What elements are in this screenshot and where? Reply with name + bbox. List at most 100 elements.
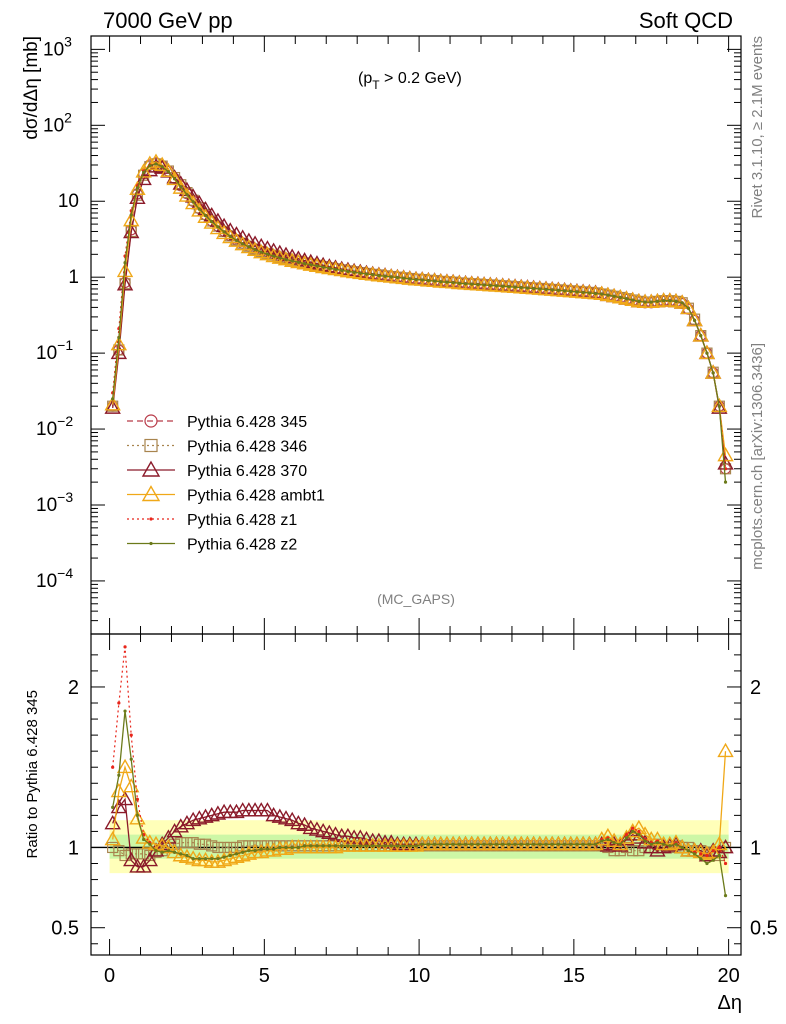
main-line-pythia-6-428-z2 xyxy=(112,163,727,483)
main-point-pythia-6-428-z2 xyxy=(197,207,201,211)
ratio-point-pythia-6-428-370 xyxy=(259,802,276,817)
main-point-pythia-6-428-z2 xyxy=(575,290,579,294)
ratio-point-pythia-6-428-z2 xyxy=(259,847,263,851)
ratio-point-pythia-6-428-z2 xyxy=(711,858,715,862)
ratio-point-pythia-6-428-ambt1 xyxy=(667,834,685,849)
ratio-point-pythia-6-428-ambt1 xyxy=(215,851,233,867)
x-axis-label: Δη xyxy=(718,992,742,1014)
main-point-pythia-6-428-z2 xyxy=(612,294,616,298)
y-tick-label: 10−4 xyxy=(36,565,73,592)
ratio-point-pythia-6-428-ambt1 xyxy=(717,742,734,758)
ratio-point-pythia-6-428-370 xyxy=(203,806,220,822)
ratio-point-pythia-6-428-346 xyxy=(199,838,212,850)
ratio-point-pythia-6-428-346 xyxy=(168,838,181,850)
main-point-pythia-6-428-z2 xyxy=(643,300,647,304)
ratio-point-pythia-6-428-370 xyxy=(717,839,734,854)
main-point-pythia-6-428-z2 xyxy=(637,299,641,303)
main-point-pythia-6-428-z2 xyxy=(154,162,158,166)
ratio-panel: 0.5 0.51 12 20 5 10 15 20 Ratio to Pythia 6.428… xyxy=(24,633,778,1014)
ratio-y-tick-label-right: 2 xyxy=(750,677,761,699)
main-point-pythia-6-428-z2 xyxy=(668,299,672,303)
ratio-point-pythia-6-428-z2 xyxy=(587,842,591,846)
ratio-point-pythia-6-428-z2 xyxy=(544,842,548,846)
ratio-point-pythia-6-428-z2 xyxy=(692,852,697,856)
ratio-point-pythia-6-428-z2 xyxy=(525,842,530,846)
ratio-point-pythia-6-428-ambt1 xyxy=(160,839,177,854)
ratio-series-pythia-6-428-ambt1 xyxy=(104,742,734,868)
ratio-y-tick-label: 1 xyxy=(68,837,79,859)
main-point-pythia-6-428-ambt1 xyxy=(209,219,227,235)
main-point-pythia-6-428-z2 xyxy=(488,283,492,287)
ratio-point-pythia-6-428-ambt1 xyxy=(209,853,227,868)
main-point-pythia-6-428-z2 xyxy=(618,295,622,300)
x-tick-label: 5 xyxy=(259,965,270,987)
ratio-point-pythia-6-428-z2 xyxy=(166,849,170,853)
main-point-pythia-6-428-z2 xyxy=(148,163,152,168)
ratio-point-pythia-6-428-370 xyxy=(172,818,189,833)
ratio-point-pythia-6-428-ambt1 xyxy=(599,827,617,843)
main-point-pythia-6-428-z2 xyxy=(606,293,610,297)
ratio-y-tick-label-right: 0.5 xyxy=(750,918,778,940)
ratio-point-pythia-6-428-346 xyxy=(187,837,199,849)
ratio-point-pythia-6-428-z2 xyxy=(488,842,492,846)
main-point-pythia-6-428-z2 xyxy=(358,271,362,275)
main-point-pythia-6-428-z2 xyxy=(631,298,635,302)
ratio-point-pythia-6-428-z2 xyxy=(476,842,480,846)
ratio-point-pythia-6-428-370 xyxy=(191,810,208,825)
ratio-point-pythia-6-428-z2 xyxy=(364,844,369,848)
ratio-point-pythia-6-428-370 xyxy=(178,814,196,830)
ratio-point-pythia-6-428-370 xyxy=(197,808,214,823)
ratio-point-pythia-6-428-z2 xyxy=(593,842,598,846)
ratio-point-pythia-6-428-z2 xyxy=(135,813,140,817)
ratio-point-pythia-6-428-z2 xyxy=(172,850,177,854)
ratio-point-pythia-6-428-370 xyxy=(296,816,313,831)
ratio-point-pythia-6-428-z2 xyxy=(142,837,146,842)
ratio-y-tick-label: 0.5 xyxy=(51,918,79,940)
ratio-point-pythia-6-428-z2 xyxy=(228,853,232,858)
ratio-point-pythia-6-428-z2 xyxy=(111,805,115,809)
ratio-point-pythia-6-428-ambt1 xyxy=(649,831,666,846)
ratio-point-pythia-6-428-z2 xyxy=(408,844,412,848)
main-point-pythia-6-428-ambt1 xyxy=(141,155,159,170)
legend-label: Pythia 6.428 z1 xyxy=(187,512,297,529)
main-point-pythia-6-428-ambt1 xyxy=(717,446,734,462)
ratio-point-pythia-6-428-z2 xyxy=(637,833,641,837)
ratio-point-pythia-6-428-ambt1 xyxy=(673,839,691,854)
main-point-pythia-6-428-ambt1 xyxy=(104,396,121,411)
legend-label: Pythia 6.428 370 xyxy=(187,463,307,480)
main-point-pythia-6-428-ambt1 xyxy=(116,262,134,278)
ratio-point-pythia-6-428-370 xyxy=(166,823,183,838)
main-point-pythia-6-428-z2 xyxy=(556,288,560,292)
main-point-pythia-6-428-z2 xyxy=(414,277,418,282)
main-point-pythia-6-428-ambt1 xyxy=(698,344,716,360)
y-tick-label: 102 xyxy=(43,109,72,136)
ratio-point-pythia-6-428-ambt1 xyxy=(587,835,604,851)
ratio-point-pythia-6-428-z2 xyxy=(160,850,164,854)
y-tick-label: 103 xyxy=(43,33,72,60)
main-point-pythia-6-428-z2 xyxy=(179,185,183,189)
ratio-point-pythia-6-428-z2 xyxy=(296,845,300,850)
ratio-point-pythia-6-428-z2 xyxy=(197,857,201,861)
x-tick-label: 15 xyxy=(563,965,585,987)
ratio-point-pythia-6-428-z2 xyxy=(705,861,709,866)
ratio-point-pythia-6-428-z2 xyxy=(550,842,554,846)
ratio-point-pythia-6-428-z2 xyxy=(315,844,319,848)
main-point-pythia-6-428-ambt1 xyxy=(172,179,189,194)
ratio-point-pythia-6-428-z2 xyxy=(420,842,424,846)
y-axis-label-main: dσ/dΔη [mb] xyxy=(21,36,42,140)
ratio-point-pythia-6-428-z2 xyxy=(457,842,461,846)
main-point-pythia-6-428-z2 xyxy=(234,238,239,243)
ratio-point-pythia-6-428-z2 xyxy=(445,842,449,846)
main-point-pythia-6-428-z2 xyxy=(457,281,461,285)
main-point-pythia-6-428-370 xyxy=(110,344,128,360)
ratio-point-pythia-6-428-z2 xyxy=(377,844,381,848)
ratio-point-pythia-6-428-z2 xyxy=(179,852,183,856)
main-point-pythia-6-428-ambt1 xyxy=(704,364,722,379)
ratio-point-pythia-6-428-z2 xyxy=(643,839,647,843)
main-point-pythia-6-428-ambt1 xyxy=(234,236,251,251)
main-point-pythia-6-428-z2 xyxy=(494,284,499,288)
main-point-pythia-6-428-z2 xyxy=(216,225,220,229)
legend-marker xyxy=(141,485,161,502)
ratio-point-pythia-6-428-z1 xyxy=(631,826,635,830)
ratio-point-pythia-6-428-z2 xyxy=(358,844,362,848)
